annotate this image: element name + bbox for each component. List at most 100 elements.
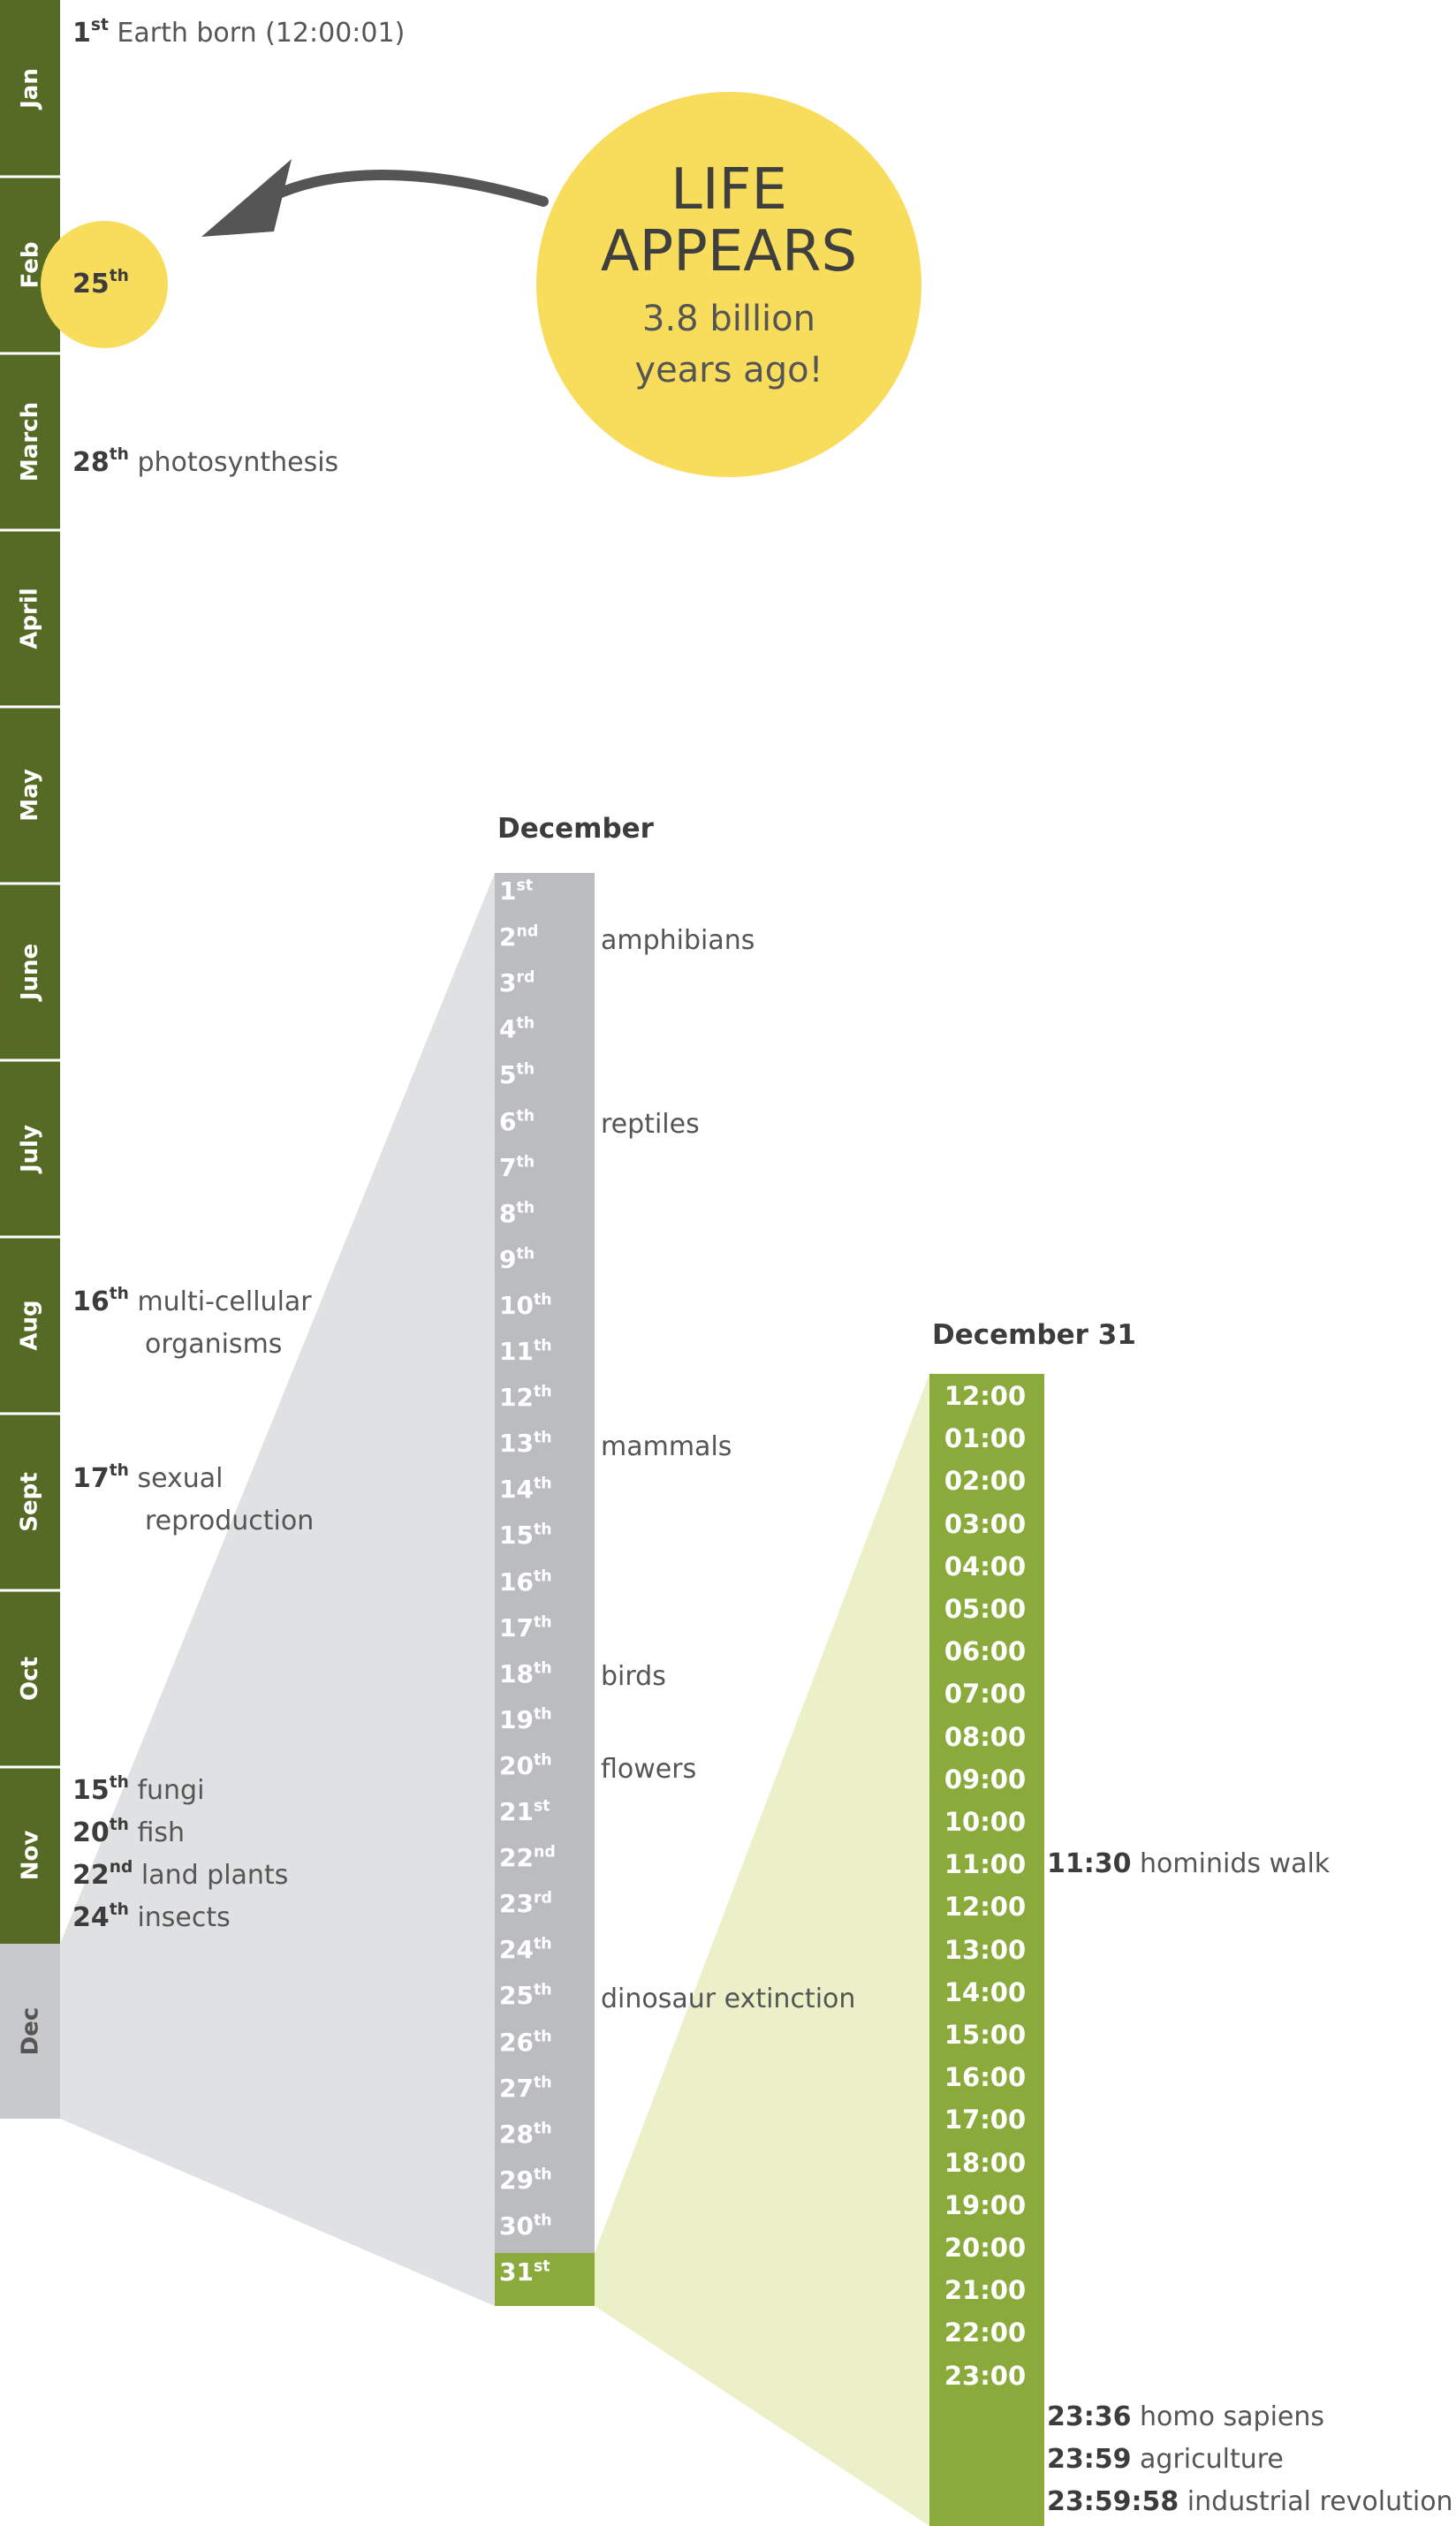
hour-label: 09:00 (944, 1764, 1027, 1794)
december-day: 31st (499, 2257, 550, 2287)
month-feb: Feb (16, 241, 43, 289)
december-day: 27th (499, 2073, 552, 2103)
december-31-zoom-funnel (595, 1374, 929, 2526)
event-fungi: 15th fungi (72, 1772, 205, 1806)
december-day: 23rd (499, 1889, 552, 1919)
december-day: 22nd (499, 1843, 556, 1873)
month-bar (0, 0, 60, 1944)
event-photosynthesis: 28th photosynthesis (72, 444, 339, 478)
hour-label: 22:00 (944, 2317, 1027, 2348)
event-dinosaur-extinction: dinosaur extinction (601, 1984, 856, 2014)
event-insects: 24th insects (72, 1900, 231, 1933)
event-homo-sapiens: 23:36 homo sapiens (1047, 2401, 1325, 2432)
december-day: 8th (499, 1198, 535, 1228)
hour-label: 14:00 (944, 1976, 1027, 2007)
december-day: 1st (499, 876, 534, 906)
december-day: 14th (499, 1475, 552, 1505)
month-july: July (16, 1124, 43, 1173)
event-mammals: mammals (601, 1431, 732, 1462)
month-march: March (17, 401, 44, 482)
hour-label: 03:00 (944, 1508, 1027, 1539)
bubble-subtitle: 3.8 billion years ago! (634, 299, 823, 391)
december-day: 9th (499, 1244, 535, 1274)
event-sexual-reproduction: 17th sexual reproduction (72, 1460, 315, 1536)
month-jan: Jan (16, 68, 43, 109)
bubble-title: LIFE APPEARS (600, 157, 858, 284)
month-aug: Aug (17, 1300, 43, 1351)
december-title: December (497, 813, 654, 845)
december-day: 25th (499, 1981, 552, 2011)
hour-label: 08:00 (944, 1721, 1027, 1752)
december-column (495, 873, 595, 2253)
month-oct: Oct (16, 1657, 43, 1701)
event-amphibians: amphibians (601, 925, 755, 956)
december-day: 17th (499, 1612, 552, 1642)
december-day: 18th (499, 1658, 552, 1688)
event-land-plants: 22nd land plants (72, 1857, 289, 1891)
event-multicellular: 16th multi-cellular organisms (72, 1284, 312, 1360)
hour-label: 04:00 (944, 1551, 1027, 1582)
december-day: 6th (499, 1106, 535, 1136)
event-birds: birds (601, 1661, 666, 1692)
event-agriculture: 23:59 agriculture (1047, 2444, 1284, 2475)
december-day: 13th (499, 1429, 552, 1459)
feb-25-circle (41, 221, 168, 348)
december-day: 10th (499, 1290, 552, 1320)
month-june: June (16, 943, 43, 1001)
month-nov: Nov (16, 1830, 43, 1881)
hour-label: 19:00 (944, 2189, 1027, 2220)
dec-bar-segment (0, 1944, 60, 2119)
december-day: 26th (499, 2027, 552, 2057)
arrow-head-icon (201, 159, 292, 237)
december-day: 11th (499, 1337, 552, 1366)
december-day: 4th (499, 1014, 535, 1044)
december-day: 16th (499, 1566, 552, 1597)
december-day: 24th (499, 1935, 552, 1965)
hour-label: 15:00 (944, 2020, 1027, 2050)
hour-label: 02:00 (944, 1466, 1027, 1497)
arrow-icon (251, 170, 549, 210)
month-dec: Dec (16, 2006, 43, 2056)
december-31-title: December 31 (932, 1319, 1136, 1351)
hour-label: 16:00 (944, 2062, 1027, 2093)
december-day: 5th (499, 1060, 535, 1090)
event-feb-25: 25th (72, 266, 129, 300)
december-day: 19th (499, 1704, 552, 1734)
hour-label: 11:00 (944, 1849, 1027, 1880)
december-day: 7th (499, 1152, 535, 1182)
hour-label: 12:00 (944, 1892, 1027, 1923)
month-may: May (16, 769, 43, 822)
hour-label: 20:00 (944, 2233, 1027, 2263)
december-day: 12th (499, 1383, 552, 1413)
december-day: 29th (499, 2165, 552, 2195)
hour-label: 18:00 (944, 2147, 1027, 2178)
december-day: 30th (499, 2211, 552, 2241)
hour-label: 07:00 (944, 1679, 1027, 1710)
hour-label: 01:00 (944, 1423, 1027, 1454)
event-industrial-revolution: 23:59:58 industrial revolution (1047, 2486, 1453, 2517)
hour-label: 13:00 (944, 1934, 1027, 1965)
hour-label: 10:00 (944, 1807, 1027, 1837)
december-31-cell (495, 2253, 595, 2306)
hour-label: 05:00 (944, 1594, 1027, 1624)
event-hominids-walk: 11:30 hominids walk (1047, 1848, 1331, 1879)
event-flowers: flowers (601, 1754, 697, 1785)
hour-label: 23:00 (944, 2360, 1027, 2391)
december-day: 20th (499, 1750, 552, 1780)
event-fish: 20th fish (72, 1815, 185, 1848)
december-day: 2nd (499, 922, 539, 952)
hour-label: 21:00 (944, 2275, 1027, 2306)
month-april: April (17, 588, 44, 649)
december-31-column (929, 1374, 1044, 2526)
month-sept: Sept (17, 1472, 43, 1532)
hour-label: 17:00 (944, 2105, 1027, 2135)
december-day: 3rd (499, 968, 535, 998)
december-day: 28th (499, 2119, 552, 2149)
event-earth-born: 1st Earth born (12:00:01) (72, 15, 406, 49)
life-appears-circle (536, 92, 921, 477)
december-day: 15th (499, 1521, 552, 1551)
december-day: 21st (499, 1797, 550, 1826)
event-reptiles: reptiles (601, 1109, 700, 1140)
december-zoom-funnel (60, 873, 495, 2306)
